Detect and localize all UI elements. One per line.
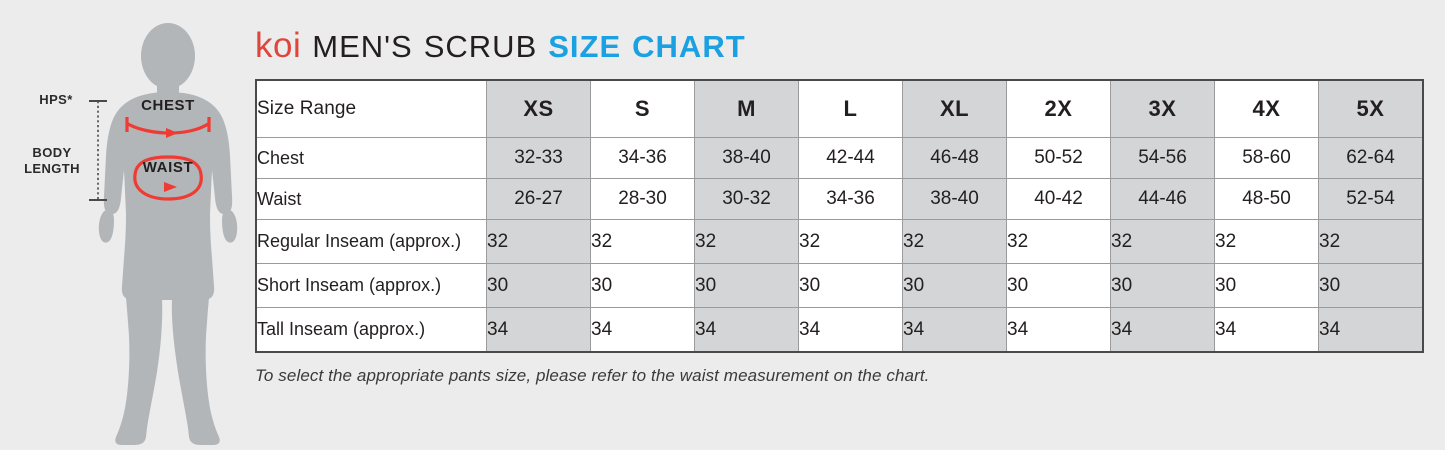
cell-xl: 38-40 <box>902 178 1007 220</box>
koi-brand-logo: koi <box>255 26 302 65</box>
row-label: Tall Inseam (approx.) <box>255 307 487 353</box>
row-label: Waist <box>255 178 487 220</box>
row-label: Chest <box>255 137 487 179</box>
waist-arrow-head <box>164 182 177 192</box>
cell-s: 34-36 <box>590 137 695 179</box>
cell-l: 34 <box>798 307 903 353</box>
chest-arrow-head <box>166 128 178 138</box>
cell-5x: 32 <box>1318 219 1424 264</box>
title-word-scrub: SCRUB <box>423 29 538 64</box>
cell-xl: 30 <box>902 263 1007 308</box>
cell-l: 32 <box>798 219 903 264</box>
cell-s: 28-30 <box>590 178 695 220</box>
male-body-silhouette: CHEST WAIST <box>89 23 238 445</box>
waist-measure-arrow <box>133 155 203 201</box>
cell-xs: 34 <box>486 307 591 353</box>
cell-3x: 30 <box>1110 263 1215 308</box>
cell-2x: 50-52 <box>1006 137 1111 179</box>
waist-label: WAIST <box>143 159 194 176</box>
cell-xl: 34 <box>902 307 1007 353</box>
cell-3x: 54-56 <box>1110 137 1215 179</box>
cell-l: 30 <box>798 263 903 308</box>
column-header-l: L <box>798 79 903 138</box>
table-row: Waist 26-27 28-30 30-32 34-36 38-40 40-42 44-46… <box>255 178 1424 220</box>
column-header-xs: XS <box>486 79 591 138</box>
chest-label: CHEST <box>141 97 195 114</box>
cell-m: 32 <box>694 219 799 264</box>
cell-2x: 30 <box>1006 263 1111 308</box>
cell-s: 34 <box>590 307 695 353</box>
cell-xs: 26-27 <box>486 178 591 220</box>
cell-2x: 40-42 <box>1006 178 1111 220</box>
row-label: Regular Inseam (approx.) <box>255 219 487 264</box>
cell-m: 34 <box>694 307 799 353</box>
table-row: Tall Inseam (approx.) 34 34 34 34 34 34 34 34 34 <box>255 307 1424 353</box>
cell-4x: 30 <box>1214 263 1319 308</box>
cell-3x: 44-46 <box>1110 178 1215 220</box>
page-title: koi MEN'S SCRUB SIZE CHART <box>255 26 746 68</box>
column-header-2x: 2X <box>1006 79 1111 138</box>
cell-m: 30 <box>694 263 799 308</box>
cell-4x: 48-50 <box>1214 178 1319 220</box>
column-header-5x: 5X <box>1318 79 1424 138</box>
cell-5x: 30 <box>1318 263 1424 308</box>
cell-l: 42-44 <box>798 137 903 179</box>
body-diagram-panel: CHEST WAIST HPS* BODY LENGTH <box>0 0 250 450</box>
column-header-size-range: Size Range <box>255 79 487 138</box>
cell-3x: 32 <box>1110 219 1215 264</box>
column-header-xl: XL <box>902 79 1007 138</box>
column-header-4x: 4X <box>1214 79 1319 138</box>
cell-l: 34-36 <box>798 178 903 220</box>
cell-2x: 32 <box>1006 219 1111 264</box>
row-label: Short Inseam (approx.) <box>255 263 487 308</box>
footnote-text: To select the appropriate pants size, pl… <box>255 366 930 385</box>
cell-s: 30 <box>590 263 695 308</box>
cell-xl: 46-48 <box>902 137 1007 179</box>
column-header-s: S <box>590 79 695 138</box>
column-header-3x: 3X <box>1110 79 1215 138</box>
cell-4x: 34 <box>1214 307 1319 353</box>
body-length-label: BODY LENGTH <box>24 145 80 177</box>
size-chart-table: Size Range XS S M L XL 2X 3X 4X 5X Chest 32-33 34-… <box>255 79 1424 353</box>
title-word-chart: CHART <box>632 29 746 64</box>
cell-4x: 32 <box>1214 219 1319 264</box>
cell-4x: 58-60 <box>1214 137 1319 179</box>
cell-xs: 30 <box>486 263 591 308</box>
cell-m: 30-32 <box>694 178 799 220</box>
body-length-measure-line <box>89 100 107 201</box>
cell-5x: 34 <box>1318 307 1424 353</box>
hps-label: HPS* <box>39 92 73 107</box>
column-header-m: M <box>694 79 799 138</box>
title-word-mens: MEN'S <box>312 29 413 64</box>
title-word-size: SIZE <box>548 29 622 64</box>
table-row: Chest 32-33 34-36 38-40 42-44 46-48 50-52 54-56… <box>255 137 1424 179</box>
table-row: Regular Inseam (approx.) 32 32 32 32 32 32 32 32… <box>255 219 1424 264</box>
cell-xs: 32-33 <box>486 137 591 179</box>
cell-xs: 32 <box>486 219 591 264</box>
table-row: Short Inseam (approx.) 30 30 30 30 30 30 30 30 30 <box>255 263 1424 308</box>
cell-s: 32 <box>590 219 695 264</box>
cell-5x: 52-54 <box>1318 178 1424 220</box>
cell-5x: 62-64 <box>1318 137 1424 179</box>
cell-xl: 32 <box>902 219 1007 264</box>
cell-3x: 34 <box>1110 307 1215 353</box>
cell-m: 38-40 <box>694 137 799 179</box>
cell-2x: 34 <box>1006 307 1111 353</box>
table-header-row: Size Range XS S M L XL 2X 3X 4X 5X <box>255 79 1424 138</box>
